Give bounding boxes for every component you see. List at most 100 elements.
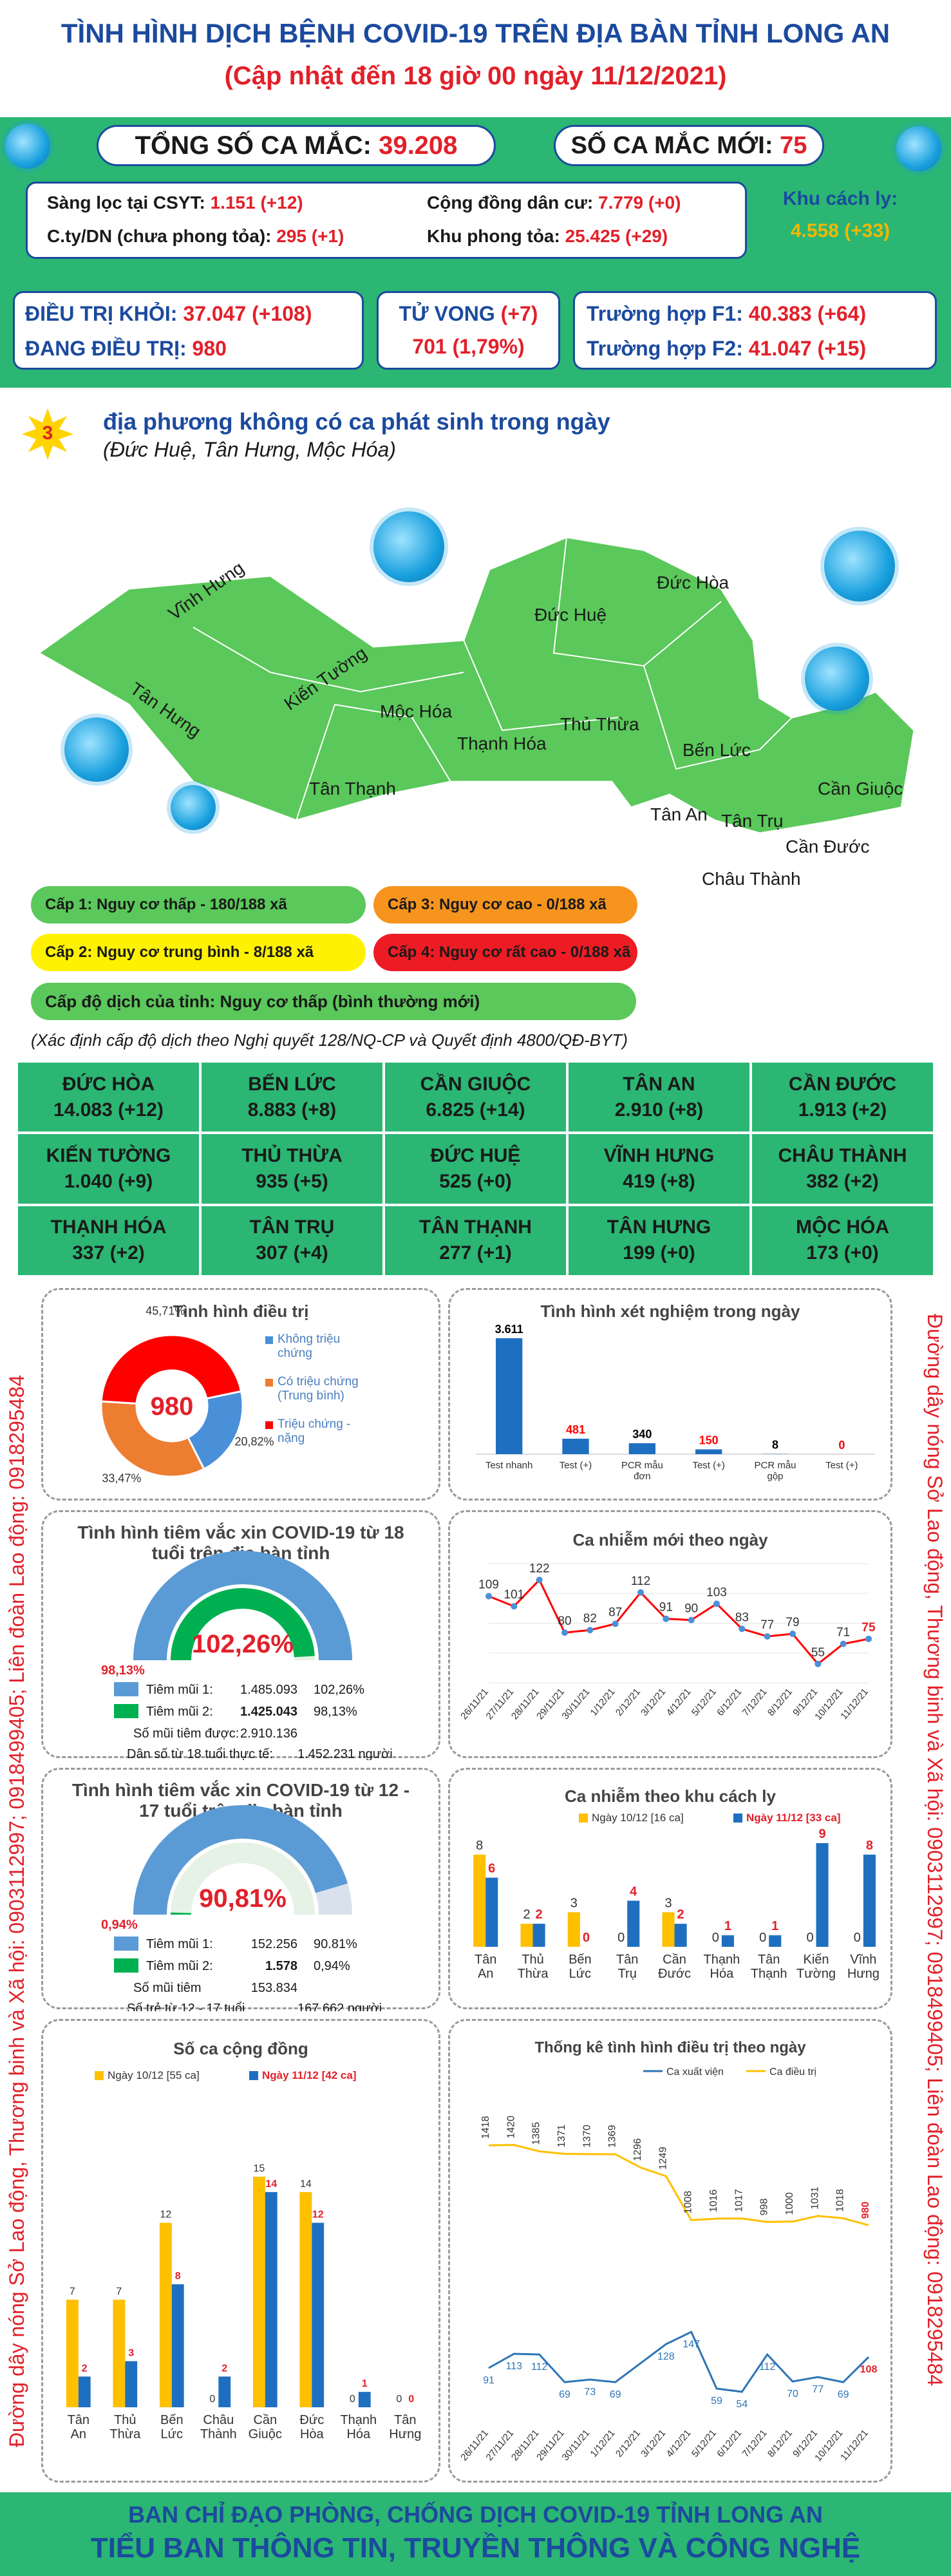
data-label: 55 <box>811 1646 825 1660</box>
tick-label: Test (+) <box>692 1460 724 1471</box>
data-label: 0 <box>209 2394 215 2405</box>
hotline-left: Đường dây nóng Sở Lao động, Thương binh … <box>5 1374 28 2447</box>
district-name: ĐỨC HUỆ <box>430 1144 521 1166</box>
donut-slice <box>100 1334 243 1405</box>
tick-label: Test nhanh <box>485 1460 532 1471</box>
data-label: 73 <box>584 2387 596 2398</box>
treating-value: 980 <box>192 337 227 360</box>
data-label: 14 <box>300 2179 312 2190</box>
district-cell: THẠNH HÓA 337 (+2) <box>18 1206 199 1275</box>
district-value: 6.825 (+14) <box>426 1099 525 1121</box>
chart-title: Số ca cộng đồng <box>173 2039 308 2058</box>
bar <box>520 1924 533 1947</box>
bar <box>496 1338 523 1454</box>
series-line <box>488 2144 869 2226</box>
legend-swatch <box>114 1958 138 1973</box>
data-label: 1000 <box>784 2192 795 2215</box>
level3-pill: Cấp 3: Nguy cơ cao - 0/188 xã <box>373 886 637 923</box>
series-count: 152.256 <box>251 1937 297 1951</box>
data-label: 2 <box>221 2363 227 2374</box>
chart-title: Thống kê tình hình điều trị theo ngày <box>534 2039 806 2056</box>
isolation-stat: Khu cách ly: 4.558 (+33) <box>757 188 924 259</box>
data-label: 1418 <box>480 2116 491 2139</box>
tick-label: Test (+) <box>560 1460 592 1471</box>
data-label: 108 <box>860 2364 878 2375</box>
data-label: 340 <box>632 1428 652 1441</box>
district-name: TÂN THẠNH <box>419 1217 532 1238</box>
data-label: 59 <box>711 2396 722 2407</box>
gauge-outer-arc <box>133 1551 352 1660</box>
series-count: 1.578 <box>265 1959 297 1973</box>
gauge-center-label: 102,26% <box>192 1630 294 1658</box>
death-value: 701 (1,79%) <box>412 335 525 358</box>
data-label: 113 <box>506 2361 523 2372</box>
district-cell: TÂN HƯNG 199 (+0) <box>569 1206 749 1275</box>
data-label: 9 <box>819 1827 826 1841</box>
data-point <box>637 1589 644 1596</box>
legend-label: Ca điều trị <box>769 2067 816 2078</box>
district-name: THẠNH HÓA <box>50 1217 167 1238</box>
slice-label: 45,71% <box>146 1304 185 1317</box>
tick-label: 8/12/21 <box>766 1687 795 1718</box>
total-value: 2.910.136 <box>240 1727 297 1741</box>
district-cell: KIẾN TƯỜNG 1.040 (+9) <box>18 1134 199 1204</box>
data-label: 14 <box>265 2179 277 2190</box>
data-label: 1008 <box>683 2191 694 2214</box>
total-label: Số mũi tiêm <box>133 1981 202 1995</box>
data-label: 7 <box>116 2286 122 2297</box>
district-name: MỘC HÓA <box>796 1217 889 1238</box>
data-label: 0 <box>408 2394 414 2405</box>
tick-label: PCR mẫu gộp <box>754 1460 796 1482</box>
gauge-inner-arc <box>171 1587 315 1660</box>
district-label: Bến Lức <box>683 740 751 760</box>
total-label: Số mũi tiêm được: <box>133 1727 239 1741</box>
tick-label: Bến Lức <box>160 2413 184 2441</box>
level-note: (Xác định cấp độ dịch theo Nghị quyết 12… <box>31 1030 628 1050</box>
data-label: 91 <box>659 1601 673 1615</box>
district-value: 277 (+1) <box>439 1242 512 1264</box>
district-value: 419 (+8) <box>623 1170 695 1192</box>
test-bar-chart: 3.611 Test nhanh 481 Test (+) 340 PCR mẫu đơn 1… <box>476 1323 875 1482</box>
province-level-pill: Cấp độ dịch của tỉnh: Nguy cơ thấp (bình… <box>31 983 636 1020</box>
tick-label: 11/12/21 <box>838 1687 871 1722</box>
source-box: Sàng lọc tại CSYT: 1.151 (+12) C.ty/DN (… <box>26 182 747 259</box>
vaccine-teen-panel: Tình hình tiêm vắc xin COVID-19 từ 12 - … <box>41 1768 440 2011</box>
tick-label: 2/12/21 <box>614 2428 643 2459</box>
donut-center-label: 980 <box>151 1392 194 1421</box>
legend-swatch <box>114 1704 138 1718</box>
data-point <box>511 1603 518 1610</box>
bar <box>485 1877 498 1947</box>
data-point <box>688 1616 695 1624</box>
tick-label: Đức Hòa <box>299 2413 324 2441</box>
header: TÌNH HÌNH DỊCH BỆNH COVID-19 TRÊN ĐỊA BÀ… <box>0 0 951 116</box>
lockdown-label: Khu phong tỏa: <box>427 226 560 246</box>
series-percent: 102,26% <box>314 1683 364 1697</box>
community-value: 7.779 (+0) <box>598 193 681 213</box>
data-point <box>485 1593 492 1600</box>
data-label: 980 <box>860 2202 871 2219</box>
district-value: 173 (+0) <box>806 1242 879 1264</box>
district-label: Tân Thạnh <box>309 779 396 799</box>
legend-swatch <box>265 1421 273 1429</box>
page-title: TÌNH HÌNH DỊCH BỆNH COVID-19 TRÊN ĐỊA BÀ… <box>61 18 890 48</box>
district-value: 337 (+2) <box>72 1242 145 1264</box>
bar <box>567 1912 580 1947</box>
tick-label: 30/11/21 <box>560 1687 592 1722</box>
district-cell: THỦ THỪA 935 (+5) <box>202 1134 382 1204</box>
data-label: 1369 <box>607 2125 618 2148</box>
bar <box>721 1935 734 1947</box>
district-label: Thạnh Hóa <box>457 734 547 753</box>
page-subtitle: (Cập nhật đến 18 giờ 00 ngày 11/12/2021) <box>224 62 727 90</box>
gauge-outer-arc <box>133 1805 348 1915</box>
data-label: 6 <box>488 1862 495 1876</box>
district-name: TÂN AN <box>623 1073 695 1095</box>
district-name: CẦN GIUỘC <box>420 1073 531 1095</box>
district-label: Thủ Thừa <box>560 714 639 734</box>
map-section: 3 địa phương không có ca phát sinh trong… <box>0 389 951 1059</box>
community-label: Cộng đồng dân cư: <box>427 193 594 213</box>
population-value: 1.452.231 người <box>297 1747 393 1760</box>
bar <box>627 1900 640 1947</box>
district-label: Mộc Hóa <box>380 701 452 721</box>
district-value: 14.083 (+12) <box>53 1099 164 1121</box>
virus-icon <box>805 647 869 711</box>
